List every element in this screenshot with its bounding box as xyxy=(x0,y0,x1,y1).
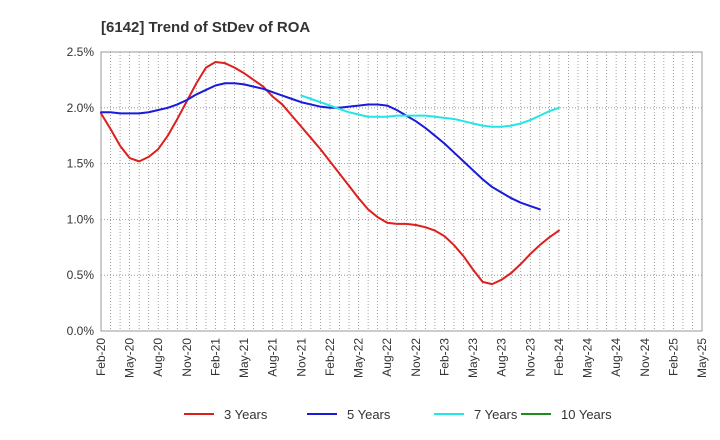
x-tick-label: Aug-20 xyxy=(151,338,165,377)
x-tick-label: May-25 xyxy=(695,338,709,378)
x-tick-label: Aug-22 xyxy=(380,338,394,377)
x-tick-label: Nov-24 xyxy=(638,338,652,377)
x-tick-label: Nov-23 xyxy=(523,338,537,377)
chart-title: [6142] Trend of StDev of ROA xyxy=(101,19,310,36)
x-tick-label: May-21 xyxy=(237,338,251,378)
legend-label: 10 Years xyxy=(561,407,612,422)
x-tick-label: Aug-23 xyxy=(495,338,509,377)
y-tick-label: 0.0% xyxy=(67,324,95,338)
plot-area: 0.0% 0.5% 1.0% 1.5% 2.0% 2.5% Feb-20 May-20 Aug-… xyxy=(67,45,709,378)
x-tick-label: Feb-22 xyxy=(323,338,337,376)
legend-label: 7 Years xyxy=(474,407,518,422)
x-tick-label: Feb-21 xyxy=(208,338,222,376)
plot-border xyxy=(100,51,703,332)
legend: 3 Years 5 Years 7 Years 10 Years xyxy=(184,407,612,422)
legend-label: 5 Years xyxy=(347,407,391,422)
x-tick-label: Feb-25 xyxy=(666,338,680,376)
legend-label: 3 Years xyxy=(224,407,268,422)
x-tick-label: May-23 xyxy=(466,338,480,378)
x-tick-label: Feb-24 xyxy=(552,338,566,376)
series-line-3 xyxy=(300,94,560,128)
x-tick-label: Feb-23 xyxy=(437,338,451,376)
x-tick-label: Aug-24 xyxy=(609,338,623,377)
y-tick-label: 1.0% xyxy=(67,212,95,226)
y-tick-label: 0.5% xyxy=(67,268,95,282)
y-tick-label: 2.0% xyxy=(67,101,95,115)
x-tick-label: Nov-22 xyxy=(409,338,423,377)
x-tick-label: Nov-20 xyxy=(180,338,194,377)
x-tick-label: May-24 xyxy=(581,338,595,378)
series-line-1 xyxy=(100,61,560,286)
x-tick-label: Nov-21 xyxy=(294,338,308,377)
y-tick-label: 1.5% xyxy=(67,157,95,171)
x-tick-label: Feb-20 xyxy=(94,338,108,376)
series-line-2 xyxy=(100,82,541,211)
x-tick-label: Aug-21 xyxy=(266,338,280,377)
x-tick-label: May-20 xyxy=(123,338,137,378)
plot-background xyxy=(101,52,702,331)
x-tick-label: May-22 xyxy=(352,338,366,378)
y-tick-label: 2.5% xyxy=(67,45,95,59)
